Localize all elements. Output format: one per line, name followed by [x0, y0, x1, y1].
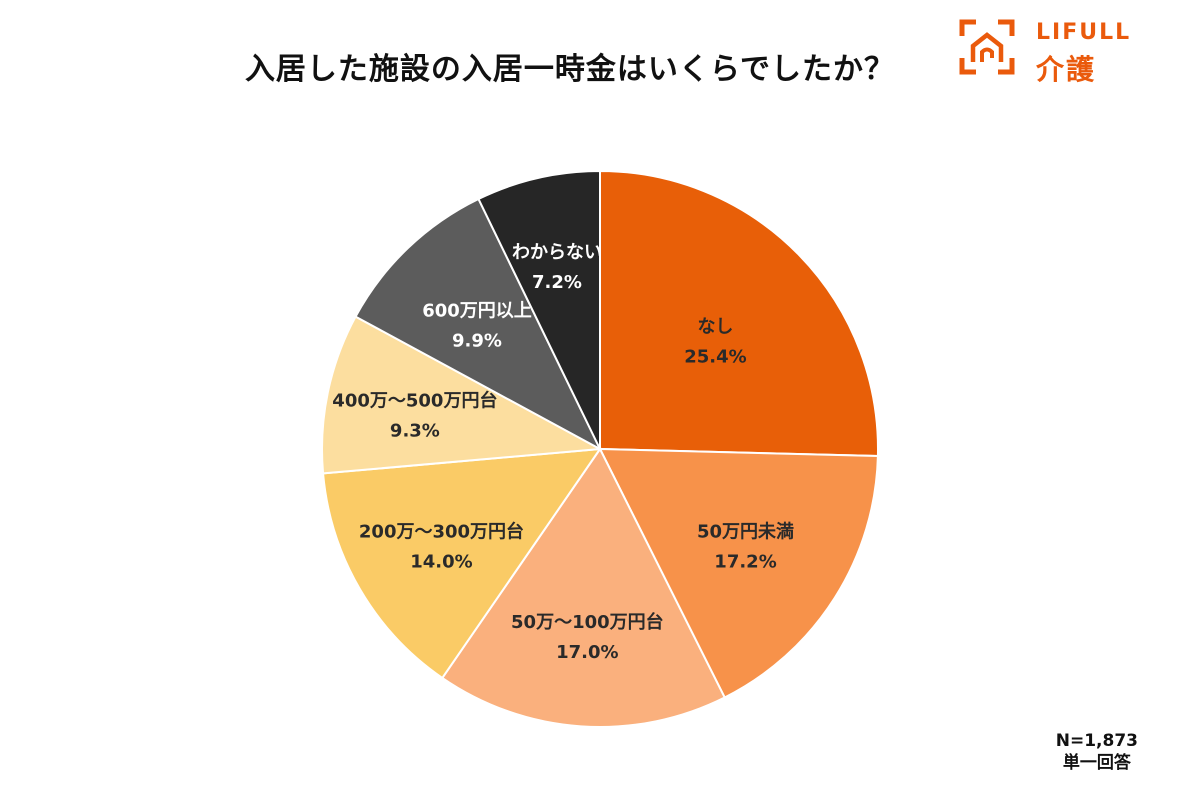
- slice-label: 50万～100万円台: [511, 611, 664, 633]
- slice-label: 200万～300万円台: [359, 520, 524, 542]
- slice-label: 600万円以上: [422, 300, 532, 321]
- logo-product: 介護: [1036, 53, 1097, 86]
- slice-value-label: 17.0%: [556, 642, 618, 663]
- sample-size: N=1,873: [1055, 731, 1138, 751]
- answer-type: 単一回答: [1062, 753, 1131, 773]
- lifull-logo: LIFULL 介護: [958, 18, 1158, 86]
- pie-slice: [354, 197, 603, 452]
- slice-value-label: 9.3%: [390, 421, 440, 442]
- slice-value-label: 14.0%: [410, 551, 472, 572]
- house-icon: [959, 19, 1015, 75]
- slice-value-label: 7.2%: [532, 272, 582, 293]
- slice-value-label: 17.2%: [714, 551, 776, 572]
- pie-slice: [321, 315, 604, 475]
- pie-slice: [321, 447, 603, 680]
- chart-title: 入居した施設の入居一時金はいくらでしたか？: [244, 52, 896, 87]
- pie-slice: [598, 447, 879, 699]
- survey-note: N=1,873 単一回答: [1056, 730, 1138, 774]
- pie-slice: [440, 447, 726, 728]
- logo-brand: LIFULL: [1036, 20, 1132, 45]
- slice-label: 400万～500万円台: [332, 390, 497, 412]
- pie-slice: [477, 169, 601, 450]
- pie-slice: [599, 169, 879, 458]
- slice-value-label: 9.9%: [452, 330, 502, 351]
- slice-value-label: 25.4%: [684, 346, 746, 367]
- slice-label: なし: [697, 316, 733, 337]
- slice-label: わからない: [512, 242, 602, 263]
- slice-label: 50万円未満: [697, 520, 794, 542]
